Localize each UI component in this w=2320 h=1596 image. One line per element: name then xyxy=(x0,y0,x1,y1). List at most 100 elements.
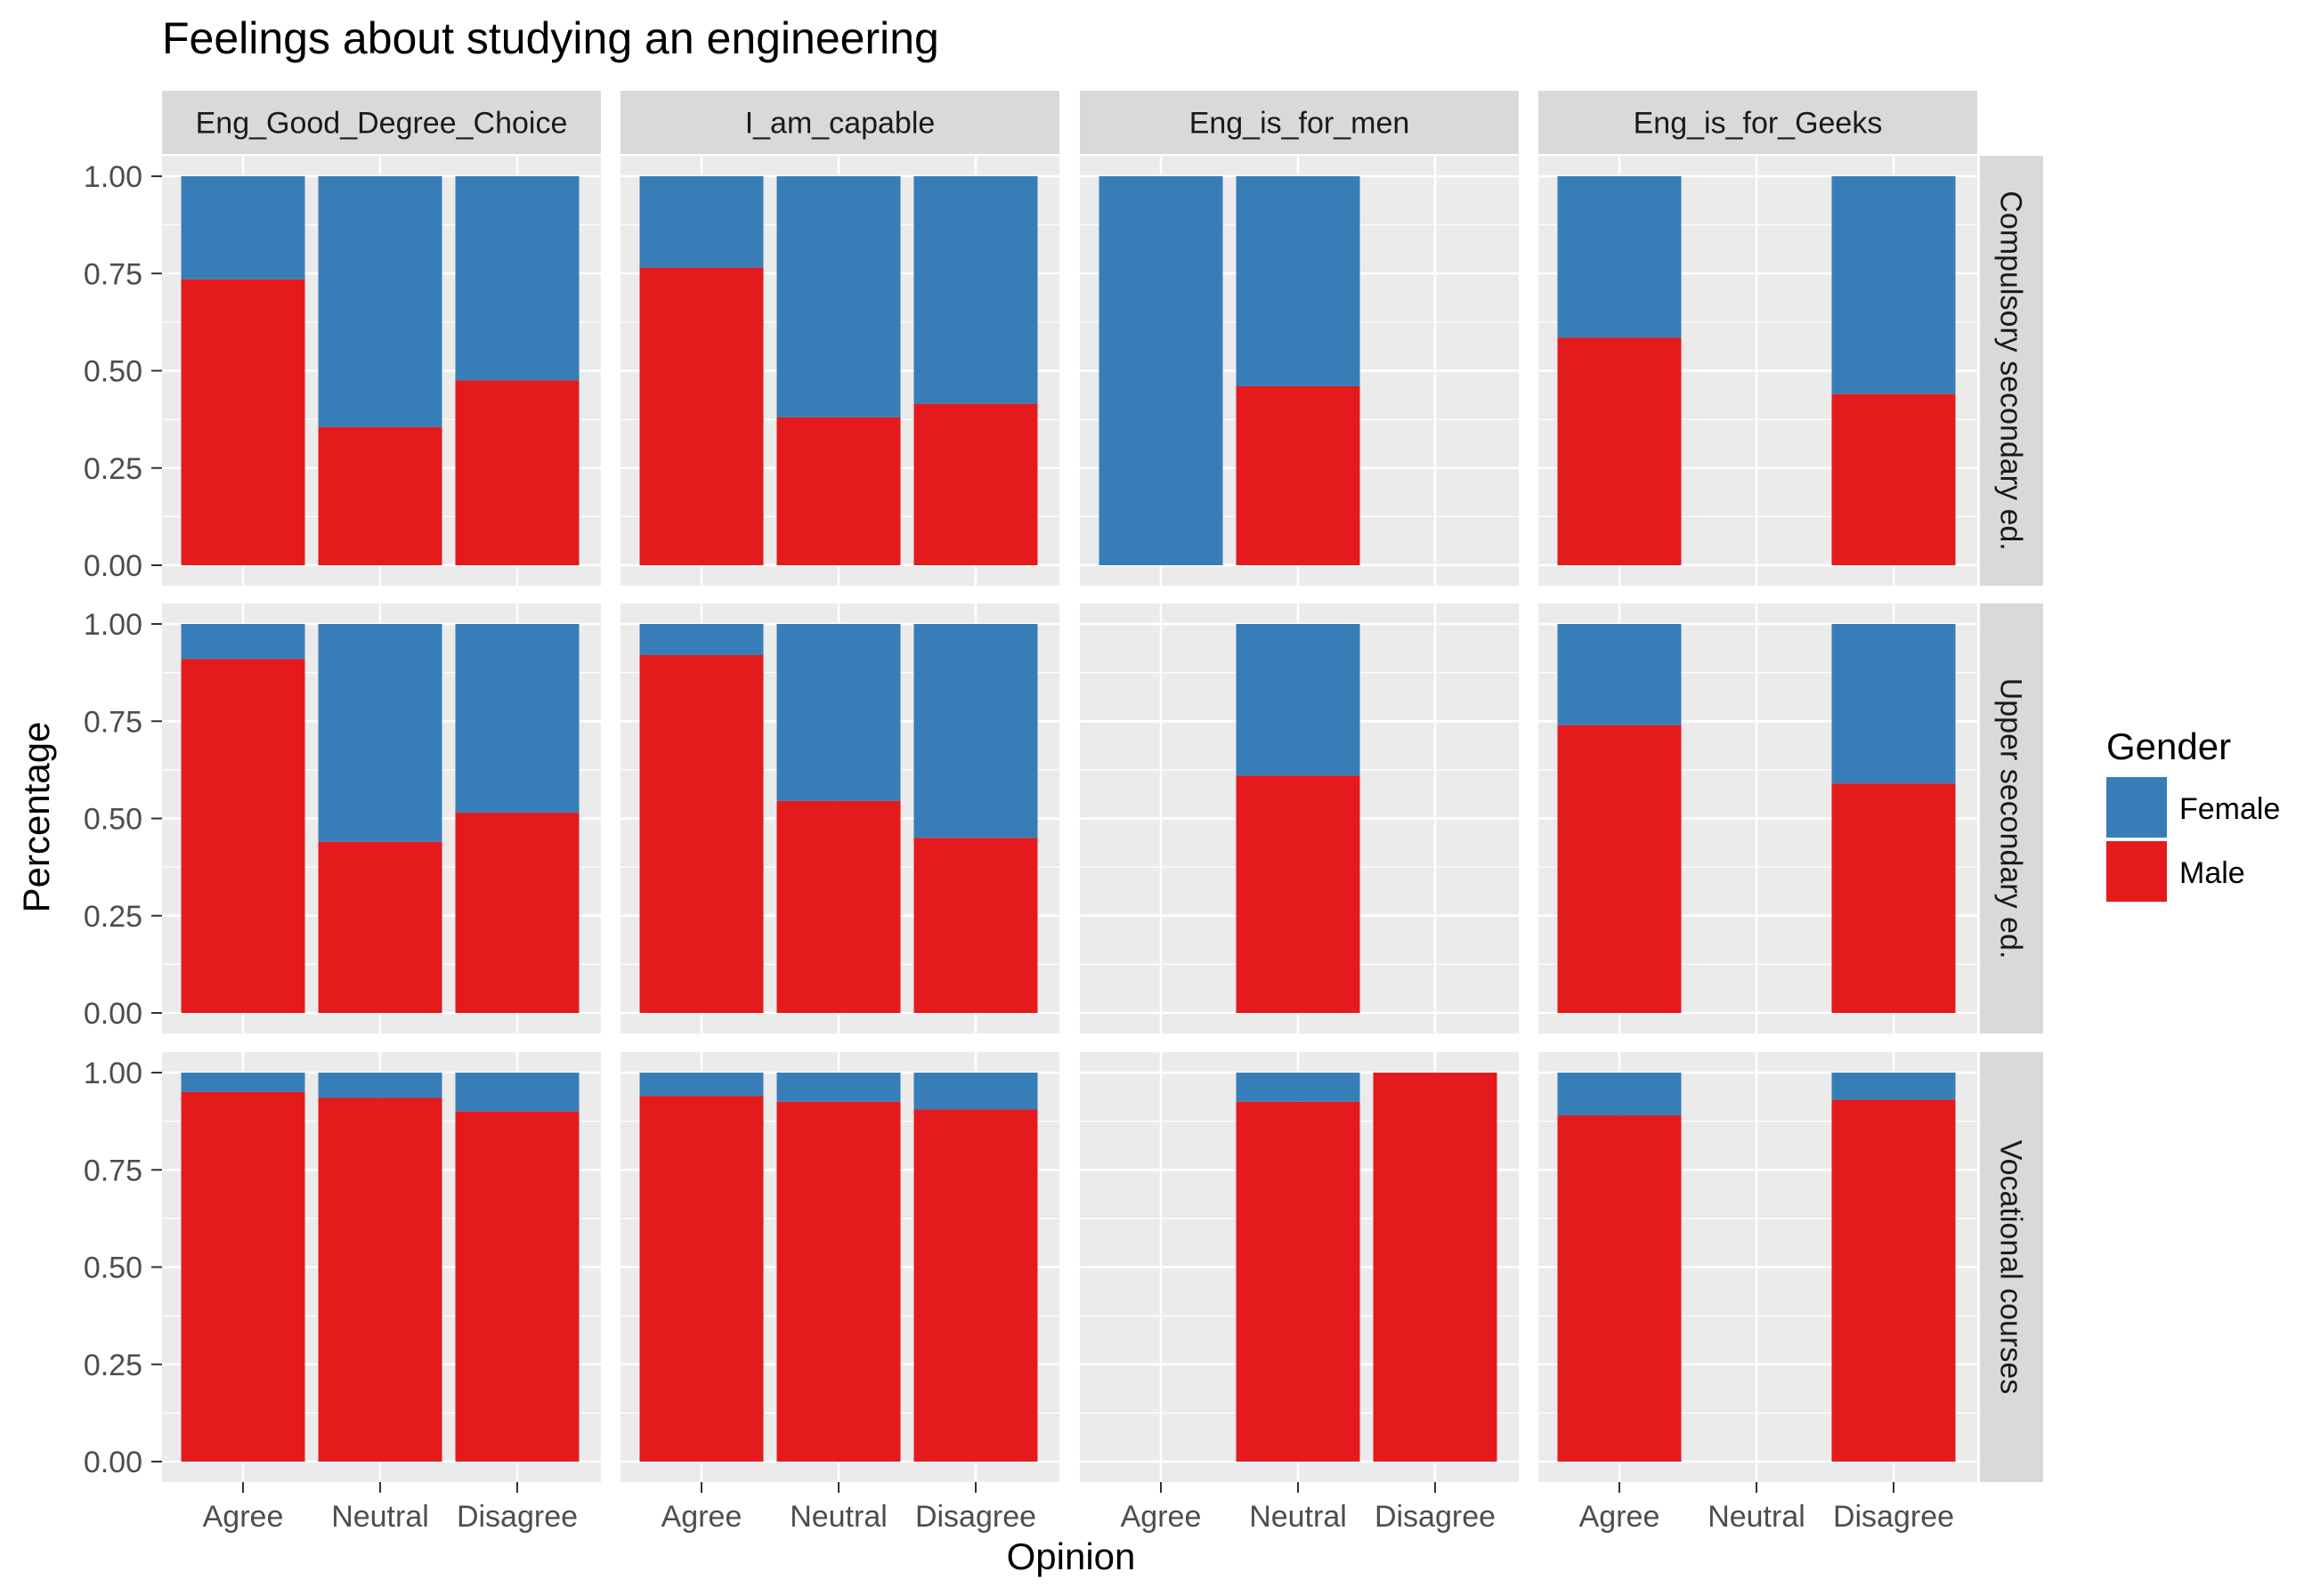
x-tick-label: Disagree xyxy=(457,1500,578,1534)
x-tick-label: Neutral xyxy=(1708,1500,1805,1534)
bar-male-vocational-courses-eng-is-for-men-disagree xyxy=(1373,1073,1497,1462)
facet-strips: Compulsory secondary ed. Upper secondary … xyxy=(162,91,2043,1482)
x-tick-label: Agree xyxy=(1121,1500,1202,1534)
row-strip-upper-secondary-ed xyxy=(1980,604,2043,1033)
x-tick-label: Agree xyxy=(1579,1500,1660,1534)
row-strip-compulsory-secondary-ed xyxy=(1980,156,2043,586)
bar-female-compulsory-secondary-ed-eng-is-for-geeks-agree xyxy=(1557,176,1682,338)
bar-female-vocational-courses-i-am-capable-disagree xyxy=(913,1073,1038,1110)
y-tick-label: 0.00 xyxy=(84,997,142,1031)
y-tick-label: 0.00 xyxy=(84,549,142,583)
bar-male-vocational-courses-eng-good-degree-choice-neutral xyxy=(318,1098,442,1462)
bar-male-upper-secondary-ed-eng-is-for-geeks-disagree xyxy=(1831,783,1956,1013)
chart-title: Feelings about studying an engineering xyxy=(162,13,939,63)
facet-panels xyxy=(162,156,1977,1482)
legend-label-male: Male xyxy=(2179,856,2245,890)
bar-female-upper-secondary-ed-i-am-capable-agree xyxy=(639,624,764,655)
bar-female-upper-secondary-ed-eng-good-degree-choice-neutral xyxy=(318,624,442,842)
column-strip-label: I_am_capable xyxy=(745,107,936,141)
y-tick-label: 0.50 xyxy=(84,355,142,389)
y-tick-label: 0.25 xyxy=(84,1349,142,1382)
y-axis-title: Percentage xyxy=(15,722,57,913)
bar-male-upper-secondary-ed-eng-good-degree-choice-disagree xyxy=(455,812,580,1013)
y-tick-label: 0.50 xyxy=(84,803,142,837)
y-tick-label: 0.25 xyxy=(84,452,142,486)
bar-female-vocational-courses-eng-good-degree-choice-agree xyxy=(181,1073,305,1092)
bar-female-vocational-courses-eng-is-for-men-neutral xyxy=(1236,1073,1360,1102)
y-tick-label: 1.00 xyxy=(84,608,142,642)
bar-male-compulsory-secondary-ed-eng-good-degree-choice-neutral xyxy=(318,426,442,565)
bar-male-vocational-courses-eng-good-degree-choice-disagree xyxy=(455,1111,580,1462)
bar-male-compulsory-secondary-ed-eng-good-degree-choice-disagree xyxy=(455,380,580,565)
bar-male-upper-secondary-ed-eng-good-degree-choice-neutral xyxy=(318,841,442,1013)
bar-male-vocational-courses-i-am-capable-disagree xyxy=(913,1109,1038,1462)
y-tick-label: 1.00 xyxy=(84,1057,142,1090)
bar-male-upper-secondary-ed-eng-is-for-men-neutral xyxy=(1236,775,1360,1013)
x-tick-label: Agree xyxy=(661,1500,742,1534)
y-tick-label: 0.75 xyxy=(84,257,142,291)
x-axis-title: Opinion xyxy=(1007,1535,1136,1577)
x-tick-label: Neutral xyxy=(790,1500,888,1534)
row-strip-vocational-courses xyxy=(1980,1052,2043,1482)
x-tick-label: Neutral xyxy=(1249,1500,1347,1534)
bar-male-compulsory-secondary-ed-eng-is-for-geeks-disagree xyxy=(1831,393,1956,565)
bar-female-compulsory-secondary-ed-i-am-capable-neutral xyxy=(776,176,901,417)
bar-female-vocational-courses-eng-is-for-geeks-disagree xyxy=(1831,1073,1956,1100)
bar-male-upper-secondary-ed-eng-good-degree-choice-agree xyxy=(181,659,305,1013)
x-tick-label: Disagree xyxy=(1833,1500,1954,1534)
bar-male-vocational-courses-eng-good-degree-choice-agree xyxy=(181,1091,305,1462)
bar-female-upper-secondary-ed-eng-is-for-geeks-disagree xyxy=(1831,624,1956,784)
column-strip-label: Eng_is_for_men xyxy=(1189,107,1410,141)
bar-male-vocational-courses-i-am-capable-neutral xyxy=(776,1101,901,1462)
x-tick-label: Neutral xyxy=(331,1500,429,1534)
row-strip-label: Upper secondary ed. xyxy=(1994,678,2028,960)
legend-key-male xyxy=(2106,841,2167,902)
row-strip-label: Vocational courses xyxy=(1994,1140,2028,1394)
column-strip-eng-is-for-geeks xyxy=(1538,91,1977,154)
x-tick-label: Disagree xyxy=(1375,1500,1496,1534)
bar-female-upper-secondary-ed-eng-good-degree-choice-agree xyxy=(181,624,305,660)
y-tick-label: 0.00 xyxy=(84,1446,142,1479)
bar-male-compulsory-secondary-ed-i-am-capable-disagree xyxy=(913,403,1038,565)
bar-female-vocational-courses-eng-good-degree-choice-disagree xyxy=(455,1073,580,1112)
legend: Gender Female Male xyxy=(2106,725,2280,902)
bar-female-upper-secondary-ed-eng-good-degree-choice-disagree xyxy=(455,624,580,813)
bar-male-upper-secondary-ed-i-am-capable-disagree xyxy=(913,838,1038,1013)
bar-male-vocational-courses-eng-is-for-geeks-disagree xyxy=(1831,1099,1956,1462)
bar-female-compulsory-secondary-ed-i-am-capable-disagree xyxy=(913,176,1038,404)
bar-female-upper-secondary-ed-eng-is-for-men-neutral xyxy=(1236,624,1360,776)
column-strip-i-am-capable xyxy=(621,91,1059,154)
y-tick-label: 0.25 xyxy=(84,900,142,934)
bar-female-upper-secondary-ed-eng-is-for-geeks-agree xyxy=(1557,624,1682,725)
row-strip-label: Compulsory secondary ed. xyxy=(1994,190,2028,550)
bar-male-upper-secondary-ed-i-am-capable-neutral xyxy=(776,800,901,1013)
column-strip-eng-good-degree-choice xyxy=(162,91,601,154)
bar-female-compulsory-secondary-ed-eng-good-degree-choice-neutral xyxy=(318,176,442,427)
bar-male-vocational-courses-eng-is-for-geeks-agree xyxy=(1557,1115,1682,1462)
legend-label-female: Female xyxy=(2179,792,2280,826)
bar-female-vocational-courses-eng-good-degree-choice-neutral xyxy=(318,1073,442,1098)
y-tick-label: 0.75 xyxy=(84,1154,142,1187)
y-tick-label: 0.50 xyxy=(84,1252,142,1285)
column-strip-eng-is-for-men xyxy=(1080,91,1519,154)
column-strip-label: Eng_is_for_Geeks xyxy=(1634,107,1883,141)
y-tick-label: 0.75 xyxy=(84,705,142,739)
bar-male-vocational-courses-eng-is-for-men-neutral xyxy=(1236,1101,1360,1462)
bar-male-vocational-courses-i-am-capable-agree xyxy=(639,1096,764,1462)
column-strip-label: Eng_Good_Degree_Choice xyxy=(196,107,568,141)
bar-female-upper-secondary-ed-i-am-capable-neutral xyxy=(776,624,901,801)
x-tick-label: Disagree xyxy=(915,1500,1036,1534)
bar-female-upper-secondary-ed-i-am-capable-disagree xyxy=(913,624,1038,839)
bar-male-upper-secondary-ed-i-am-capable-agree xyxy=(639,654,764,1013)
x-axes: Agree Neutral Disagree Agree Neutral Disagree… xyxy=(203,1482,1954,1534)
bar-male-compulsory-secondary-ed-i-am-capable-neutral xyxy=(776,417,901,565)
bar-female-compulsory-secondary-ed-eng-is-for-men-agree xyxy=(1099,176,1223,565)
bar-male-compulsory-secondary-ed-eng-good-degree-choice-agree xyxy=(181,279,305,565)
bar-male-compulsory-secondary-ed-eng-is-for-geeks-agree xyxy=(1557,337,1682,565)
bar-female-compulsory-secondary-ed-eng-is-for-geeks-disagree xyxy=(1831,176,1956,394)
x-tick-label: Agree xyxy=(203,1500,284,1534)
bar-female-compulsory-secondary-ed-eng-good-degree-choice-disagree xyxy=(455,176,580,381)
bar-female-compulsory-secondary-ed-i-am-capable-agree xyxy=(639,176,764,268)
legend-key-female xyxy=(2106,777,2167,838)
